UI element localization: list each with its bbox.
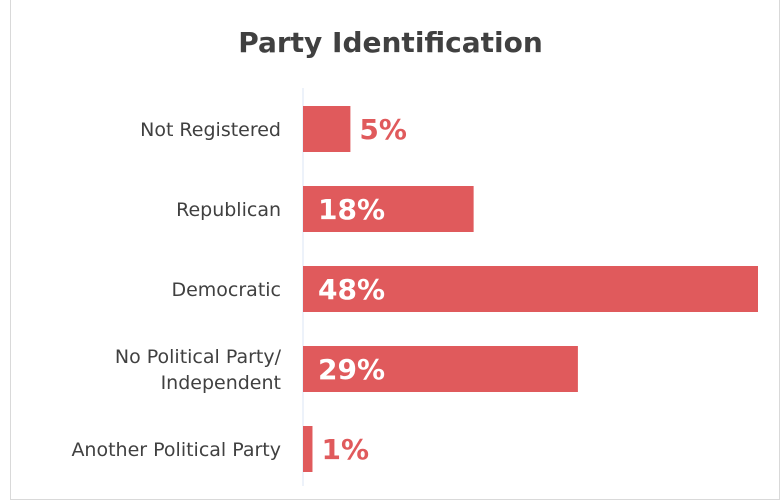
category-label-line: Not Registered	[140, 119, 281, 141]
category-labels-group: Not Registered Republican Democratic No Pol…	[71, 119, 281, 461]
value-labels-group: 5% 18% 48% 29% 1%	[318, 113, 407, 466]
value-label-4: 1%	[321, 433, 369, 466]
bar-3	[303, 346, 578, 392]
bar-0	[303, 106, 351, 152]
chart-title: Party Identification	[238, 26, 543, 59]
category-label-3: No Political Party/Independent	[115, 346, 282, 394]
chart-frame	[10, 0, 780, 500]
category-label-line: Another Political Party	[71, 439, 281, 461]
bar-2	[303, 266, 758, 312]
category-label-line: No Political Party/	[115, 346, 282, 368]
bar-chart: Not Registered Republican Democratic No Pol…	[71, 88, 758, 486]
bar-4	[303, 426, 313, 472]
value-label-3: 29%	[318, 353, 385, 386]
category-label-1: Republican	[176, 199, 281, 221]
category-label-line: Independent	[161, 372, 281, 394]
value-label-0: 5%	[359, 113, 407, 146]
bars-group	[303, 106, 758, 472]
category-label-2: Democratic	[171, 279, 281, 301]
value-label-1: 18%	[318, 193, 385, 226]
category-label-0: Not Registered	[140, 119, 281, 141]
category-label-4: Another Political Party	[71, 439, 281, 461]
bar-1	[303, 186, 474, 232]
category-label-line: Republican	[176, 199, 281, 221]
category-label-line: Democratic	[171, 279, 281, 301]
value-label-2: 48%	[318, 273, 385, 306]
